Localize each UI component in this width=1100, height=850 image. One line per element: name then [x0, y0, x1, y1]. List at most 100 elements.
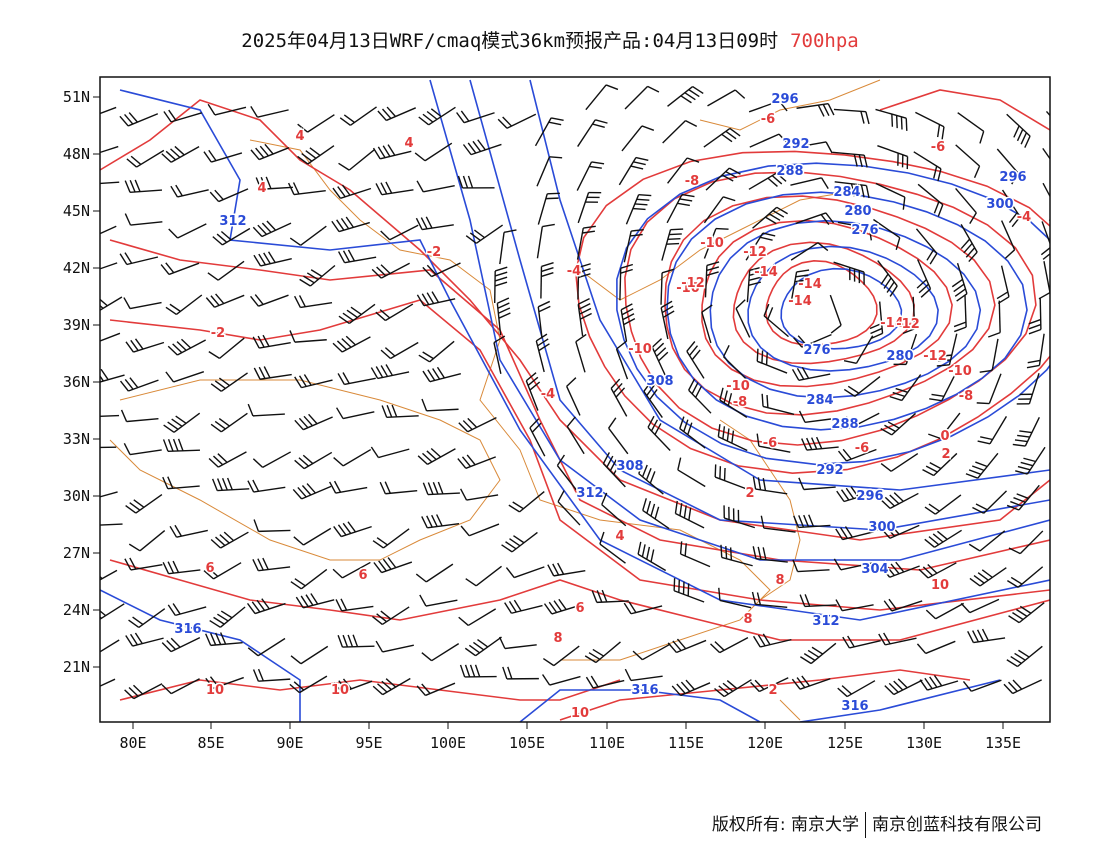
wind-barb	[504, 599, 543, 614]
height-contour	[429, 79, 1050, 561]
wind-barb	[667, 85, 704, 107]
temperature-contour-label: 8	[553, 631, 562, 646]
wind-barb	[679, 541, 711, 568]
wind-barb	[292, 483, 332, 500]
wind-barb	[916, 640, 956, 655]
lat-tick-label: 48N	[63, 145, 90, 163]
wind-barb	[967, 628, 1006, 644]
wind-barb	[335, 407, 375, 420]
wind-barb	[505, 566, 545, 579]
wind-barb	[585, 84, 619, 111]
wind-barb	[662, 119, 698, 144]
wind-barb	[880, 452, 919, 472]
wind-barb	[965, 452, 999, 479]
wind-barb	[294, 413, 333, 431]
temperature-contour	[701, 219, 953, 388]
wind-barb	[529, 418, 546, 457]
wind-barb	[335, 598, 374, 612]
wind-barb	[922, 452, 958, 477]
temperature-contour-label: 6	[575, 601, 584, 616]
wind-barb	[337, 634, 375, 648]
wind-barb	[763, 303, 789, 338]
wind-barb	[1000, 220, 1016, 259]
temperature-contour	[664, 195, 996, 416]
wind-barb	[100, 106, 117, 120]
temperature-contour-label: -6	[763, 436, 777, 451]
wind-barb	[255, 176, 293, 190]
height-contour-label: 296	[999, 170, 1026, 185]
wind-barb	[100, 332, 121, 346]
wind-barb	[610, 378, 628, 417]
wind-barb	[718, 587, 752, 609]
wind-barb	[207, 103, 247, 116]
height-contour-label: 300	[868, 520, 895, 535]
wind-barb	[210, 372, 248, 392]
title-level: 700hpa	[790, 30, 859, 52]
wind-barb	[1026, 333, 1045, 369]
temperature-contour	[732, 241, 916, 365]
wind-barb	[332, 561, 371, 579]
wind-barb	[294, 374, 333, 389]
latitude-axis: 51N 48N 45N 42N 39N 36N 33N 30N 27N 24N 21N	[63, 88, 100, 676]
wind-barb	[124, 557, 163, 571]
wind-barb	[497, 113, 537, 129]
wind-barb	[1042, 182, 1050, 222]
wind-barb	[972, 490, 1008, 514]
wind-barb	[756, 348, 788, 374]
height-contour-label: 308	[616, 459, 643, 474]
wind-barb	[163, 412, 201, 433]
wind-barb-layer	[100, 84, 1050, 700]
wind-barb	[591, 589, 629, 604]
wind-barb	[337, 249, 377, 264]
wind-barb	[638, 461, 664, 495]
wind-barb	[599, 531, 626, 564]
wind-barb	[124, 213, 163, 226]
wind-barb	[884, 678, 923, 696]
wind-barb	[124, 683, 163, 700]
temperature-contour-label: -14	[880, 316, 904, 331]
coastline-border	[249, 139, 771, 661]
temperature-contour-label: -12	[896, 317, 920, 332]
wind-barb	[493, 335, 506, 374]
lat-tick-label: 45N	[63, 202, 90, 220]
wind-barb	[745, 232, 776, 261]
wind-barb	[205, 632, 243, 647]
wind-barb	[798, 410, 837, 424]
wind-barb	[120, 409, 159, 423]
temperature-contour-label: -2	[427, 245, 441, 260]
wind-barb	[499, 229, 517, 265]
wind-barb	[543, 598, 583, 615]
wind-barb	[752, 546, 788, 563]
wind-barb	[688, 378, 712, 414]
temperature-contour-label: -10	[948, 364, 972, 379]
wind-barb	[416, 682, 456, 697]
wind-barb	[924, 494, 962, 515]
wind-barb	[457, 175, 495, 189]
wind-barb	[417, 447, 456, 465]
wind-barb	[162, 438, 200, 452]
temperature-contour-label: -6	[931, 140, 945, 155]
wind-barb	[577, 263, 591, 300]
wind-barb	[919, 675, 959, 691]
temperature-contour	[109, 239, 1050, 571]
wind-barb	[618, 156, 649, 186]
wind-barb	[289, 225, 327, 246]
wind-barb	[735, 299, 751, 338]
wind-barb	[380, 341, 419, 360]
height-contour-label: 316	[174, 622, 201, 637]
wind-barb	[162, 476, 200, 490]
wind-barb	[835, 526, 874, 541]
temperature-contour-label: -8	[733, 395, 747, 410]
wind-barb	[170, 184, 209, 198]
temperature-contour	[879, 89, 1050, 131]
wind-barb	[1016, 373, 1040, 405]
wind-barb	[247, 479, 286, 493]
wind-barb	[834, 181, 870, 199]
wind-barb	[880, 524, 920, 539]
wind-barb	[623, 228, 644, 263]
wind-barb	[534, 117, 564, 147]
wind-barb	[100, 262, 118, 275]
wind-barb	[333, 521, 372, 538]
